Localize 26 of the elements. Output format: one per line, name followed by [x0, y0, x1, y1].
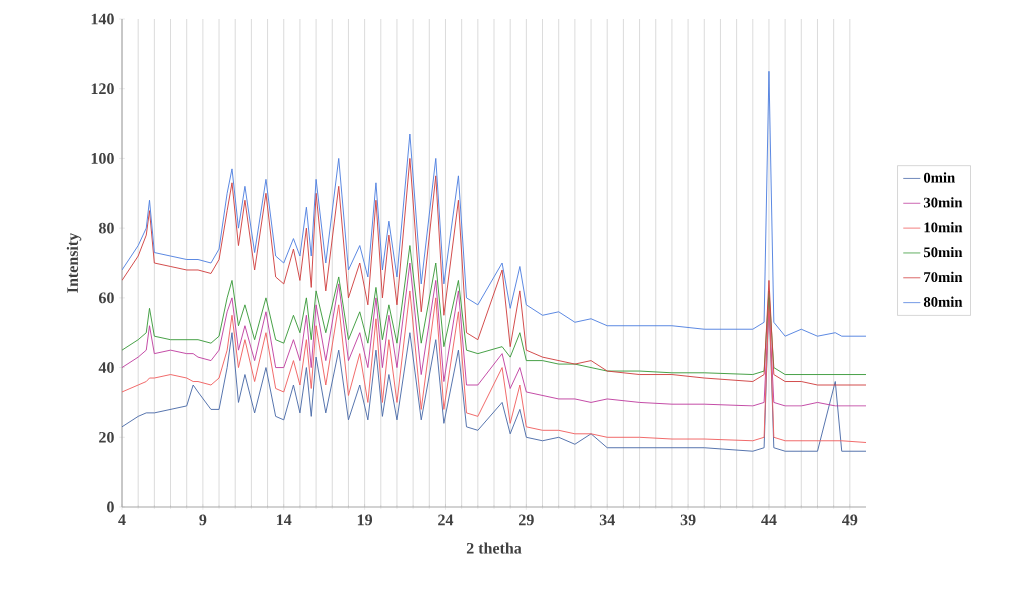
y-axis-title: Intensity — [66, 232, 82, 293]
x-tick-label: 39 — [680, 514, 696, 526]
x-tick-label: 9 — [199, 514, 207, 526]
legend-label: 0min — [923, 172, 955, 183]
y-tick-label: 120 — [91, 83, 114, 95]
x-tick-label: 4 — [118, 514, 126, 526]
y-tick-label: 0 — [107, 501, 114, 513]
legend-label: 30min — [923, 197, 963, 208]
y-tick-label: 20 — [99, 431, 114, 443]
x-axis-title: 2 thetha — [466, 542, 522, 554]
y-tick-label: 60 — [98, 292, 114, 304]
y-tick-label: 40 — [98, 362, 114, 373]
legend-label: 80min — [923, 296, 963, 307]
x-tick-label: 19 — [357, 514, 373, 526]
y-tick-label: 80 — [98, 222, 114, 234]
legend-label: 70min — [924, 271, 963, 283]
x-tick-label: 24 — [438, 514, 454, 526]
x-tick-label: 49 — [842, 514, 858, 526]
x-tick-label: 44 — [761, 514, 777, 526]
x-tick-label: 29 — [519, 514, 534, 526]
x-tick-label: 14 — [277, 514, 292, 526]
y-tick-label: 100 — [91, 153, 114, 164]
legend-label: 50min — [923, 246, 963, 258]
y-tick-label: 140 — [91, 13, 114, 25]
x-tick-label: 34 — [599, 514, 615, 526]
legend-label: 10min — [924, 222, 963, 233]
